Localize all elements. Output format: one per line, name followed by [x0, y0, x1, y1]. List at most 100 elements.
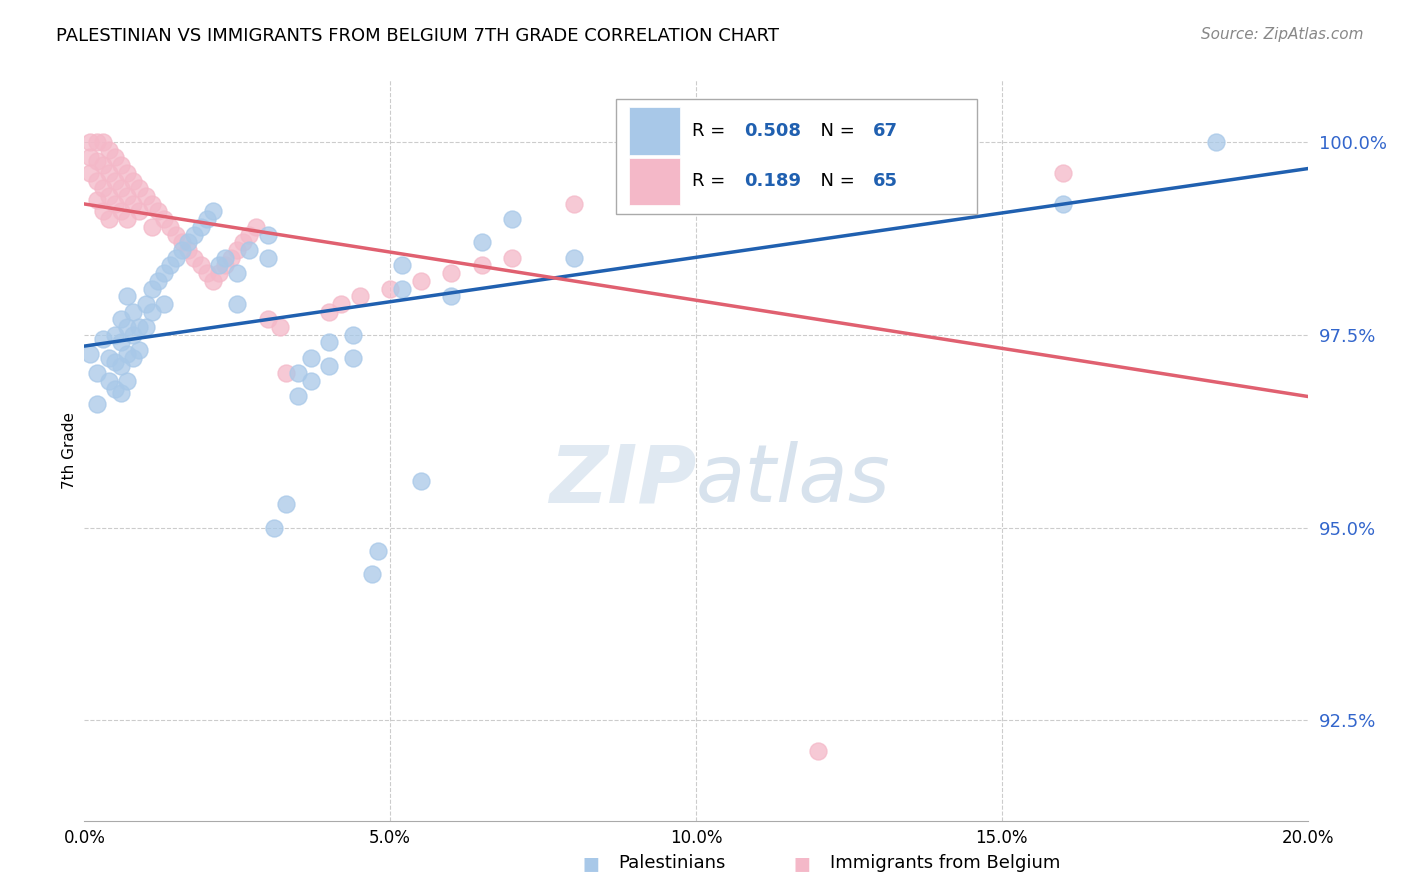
Point: [79, 150, 101, 164]
Point: [342, 351, 364, 365]
Point: [115, 289, 138, 303]
Point: [97, 351, 120, 365]
Point: [183, 227, 205, 242]
Text: ▪: ▪: [792, 849, 811, 878]
Point: [115, 212, 138, 227]
Text: Source: ZipAtlas.com: Source: ZipAtlas.com: [1201, 27, 1364, 42]
Point: [110, 158, 132, 172]
Point: [104, 382, 127, 396]
Point: [360, 566, 382, 581]
Point: [226, 243, 249, 257]
Point: [201, 274, 224, 288]
Point: [104, 150, 127, 164]
Point: [177, 243, 200, 257]
Point: [195, 266, 218, 280]
Point: [115, 189, 138, 203]
Point: [440, 266, 463, 280]
Point: [238, 227, 260, 242]
Point: [471, 235, 494, 250]
Point: [287, 389, 309, 403]
Point: [122, 327, 145, 342]
Point: [942, 158, 965, 172]
Point: [214, 259, 236, 273]
Point: [86, 135, 108, 149]
Point: [226, 297, 249, 311]
Point: [201, 204, 224, 219]
FancyBboxPatch shape: [616, 99, 977, 213]
Point: [190, 259, 212, 273]
Point: [122, 173, 145, 187]
Text: ▪: ▪: [581, 849, 600, 878]
Point: [257, 227, 280, 242]
Point: [562, 251, 585, 265]
Point: [929, 173, 952, 187]
Point: [562, 196, 585, 211]
Point: [146, 204, 169, 219]
Point: [122, 196, 145, 211]
Point: [135, 189, 157, 203]
Point: [128, 204, 150, 219]
Point: [245, 219, 267, 234]
Point: [269, 320, 291, 334]
Point: [330, 297, 353, 311]
Point: [1052, 166, 1074, 180]
Point: [869, 143, 891, 157]
Point: [86, 154, 108, 169]
Point: [232, 235, 254, 250]
Text: Palestinians: Palestinians: [619, 855, 725, 872]
Point: [79, 347, 101, 361]
Point: [110, 385, 132, 400]
Point: [257, 251, 280, 265]
Point: [1205, 135, 1227, 149]
Point: [91, 181, 114, 195]
Point: [86, 173, 108, 187]
Point: [1052, 196, 1074, 211]
Point: [97, 212, 120, 227]
Text: N =: N =: [808, 172, 860, 190]
Point: [79, 166, 101, 180]
Point: [91, 332, 114, 346]
Point: [79, 135, 101, 149]
Point: [128, 181, 150, 195]
Point: [153, 266, 176, 280]
Point: [440, 289, 463, 303]
Text: 0.508: 0.508: [744, 122, 800, 140]
Point: [128, 320, 150, 334]
Point: [299, 351, 322, 365]
Text: R =: R =: [692, 172, 731, 190]
Point: [86, 397, 108, 411]
Point: [159, 259, 181, 273]
Point: [177, 235, 200, 250]
Point: [195, 212, 218, 227]
Point: [135, 320, 157, 334]
Point: [141, 304, 163, 318]
Point: [97, 166, 120, 180]
Point: [624, 189, 647, 203]
Point: [219, 251, 242, 265]
Point: [409, 475, 432, 489]
Point: [110, 181, 132, 195]
Point: [208, 259, 231, 273]
Point: [380, 281, 402, 295]
Point: [110, 335, 132, 350]
Point: [172, 235, 194, 250]
Point: [391, 259, 413, 273]
Text: 67: 67: [873, 122, 898, 140]
Point: [409, 274, 432, 288]
Point: [110, 359, 132, 373]
Text: N =: N =: [808, 122, 860, 140]
Point: [104, 355, 127, 369]
Point: [153, 212, 176, 227]
Point: [208, 266, 231, 280]
Point: [349, 289, 371, 303]
Point: [86, 367, 108, 381]
Text: Immigrants from Belgium: Immigrants from Belgium: [830, 855, 1060, 872]
Point: [97, 374, 120, 388]
Point: [159, 219, 181, 234]
Point: [807, 744, 830, 758]
Text: 0.189: 0.189: [744, 172, 800, 190]
Point: [287, 367, 309, 381]
Point: [86, 193, 108, 207]
Point: [110, 204, 132, 219]
Point: [318, 304, 340, 318]
